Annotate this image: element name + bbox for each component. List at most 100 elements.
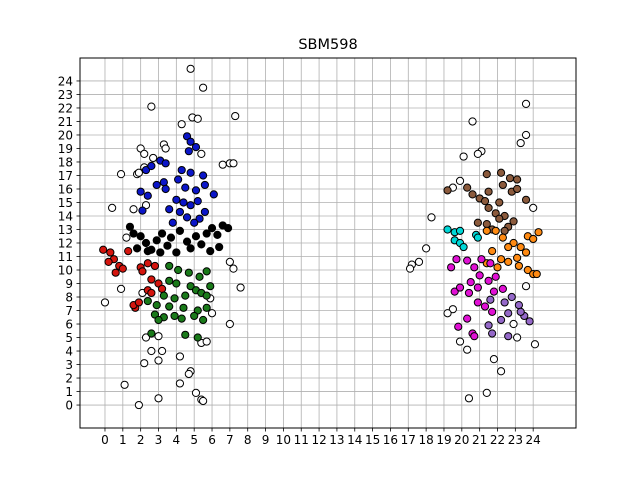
data-point-series-0 <box>530 340 540 349</box>
data-point-series-0 <box>225 257 234 267</box>
data-point-series-2 <box>157 229 167 238</box>
data-point-series-0 <box>229 159 238 168</box>
data-point-series-7 <box>482 226 491 235</box>
data-point-series-8 <box>463 314 472 323</box>
data-point-series-8 <box>489 287 499 296</box>
data-point-series-0 <box>184 369 193 379</box>
data-point-series-4 <box>174 265 183 275</box>
data-point-series-1 <box>147 161 156 171</box>
data-point-series-7 <box>504 257 513 267</box>
data-point-series-2 <box>172 248 181 257</box>
data-point-series-5 <box>509 217 518 226</box>
data-point-series-5 <box>505 174 515 183</box>
y-tick-label: 20 <box>58 128 73 142</box>
data-point-series-0 <box>529 203 538 212</box>
x-tick-label: 6 <box>208 433 216 447</box>
data-point-series-8 <box>464 288 474 298</box>
data-point-series-2 <box>132 244 142 253</box>
data-point-series-1 <box>191 143 201 152</box>
x-tick-label: 21 <box>472 433 487 447</box>
x-tick-label: 4 <box>173 433 181 447</box>
data-point-series-7 <box>523 265 532 275</box>
data-point-series-5 <box>468 190 477 199</box>
data-point-series-0 <box>134 400 143 410</box>
data-point-series-8 <box>480 302 490 311</box>
data-point-series-4 <box>186 282 195 291</box>
x-tick-label: 23 <box>508 433 523 447</box>
data-point-series-2 <box>163 241 172 250</box>
data-point-series-3 <box>118 264 127 273</box>
data-point-series-0 <box>154 356 163 365</box>
y-tick-label: 4 <box>65 344 73 358</box>
data-point-series-1 <box>186 168 195 177</box>
data-point-series-8 <box>491 272 500 281</box>
data-point-series-0 <box>218 160 227 169</box>
data-point-series-0 <box>177 120 186 129</box>
data-point-series-9 <box>496 315 506 325</box>
y-tick-label: 10 <box>58 263 73 277</box>
data-point-series-0 <box>193 114 202 123</box>
data-point-series-8 <box>498 284 507 294</box>
data-point-series-6 <box>443 225 452 234</box>
data-point-series-2 <box>191 232 201 241</box>
data-point-series-0 <box>186 64 195 73</box>
data-point-series-8 <box>452 255 461 264</box>
data-point-series-1 <box>184 147 193 156</box>
data-point-series-1 <box>177 165 186 175</box>
data-point-series-0 <box>116 170 126 179</box>
data-point-series-4 <box>199 315 208 325</box>
x-tick-label: 20 <box>454 433 469 447</box>
x-tick-label: 12 <box>311 433 326 447</box>
data-point-series-4 <box>172 279 181 288</box>
data-point-series-2 <box>206 247 215 256</box>
data-point-series-0 <box>473 149 482 158</box>
data-point-series-1 <box>195 214 204 223</box>
data-point-series-0 <box>509 319 518 329</box>
y-tick-label: 11 <box>58 250 73 264</box>
data-point-series-0 <box>482 388 491 397</box>
data-point-series-5 <box>484 187 493 196</box>
data-point-series-5 <box>513 184 522 194</box>
data-point-series-1 <box>136 187 145 196</box>
data-point-series-2 <box>202 229 211 238</box>
data-point-series-8 <box>484 276 493 285</box>
y-tick-label: 15 <box>58 196 73 210</box>
data-point-series-8 <box>473 298 482 307</box>
data-point-series-3 <box>124 247 133 256</box>
data-point-series-2 <box>223 224 233 233</box>
data-point-series-4 <box>177 314 186 323</box>
data-point-series-0 <box>468 117 477 126</box>
data-point-series-2 <box>186 244 195 253</box>
data-point-series-7 <box>491 226 500 235</box>
data-point-series-9 <box>484 321 493 330</box>
data-point-series-8 <box>470 263 479 272</box>
data-point-series-0 <box>202 337 211 346</box>
data-point-series-0 <box>116 284 126 294</box>
data-point-series-0 <box>464 394 474 403</box>
data-point-series-0 <box>140 359 149 368</box>
data-point-series-7 <box>521 248 531 257</box>
data-point-series-5 <box>463 183 472 192</box>
x-tick-label: 9 <box>262 433 270 447</box>
y-tick-label: 14 <box>58 209 73 223</box>
data-points <box>99 64 543 410</box>
data-point-series-8 <box>466 278 475 287</box>
data-point-series-2 <box>125 222 135 231</box>
data-point-series-1 <box>141 165 151 175</box>
data-point-series-7 <box>498 233 507 242</box>
data-point-series-0 <box>455 337 465 346</box>
data-point-series-8 <box>488 307 497 316</box>
data-point-series-2 <box>213 230 222 239</box>
data-point-series-0 <box>521 282 531 291</box>
data-point-series-0 <box>154 394 163 403</box>
data-point-series-0 <box>414 257 424 267</box>
data-point-series-0 <box>463 345 472 354</box>
data-point-series-2 <box>129 229 138 238</box>
data-point-series-9 <box>488 329 497 338</box>
data-point-series-7 <box>532 269 541 279</box>
x-tick-label: 14 <box>347 433 362 447</box>
data-point-series-3 <box>157 284 167 294</box>
data-point-series-2 <box>207 224 217 233</box>
data-point-series-8 <box>455 283 465 292</box>
